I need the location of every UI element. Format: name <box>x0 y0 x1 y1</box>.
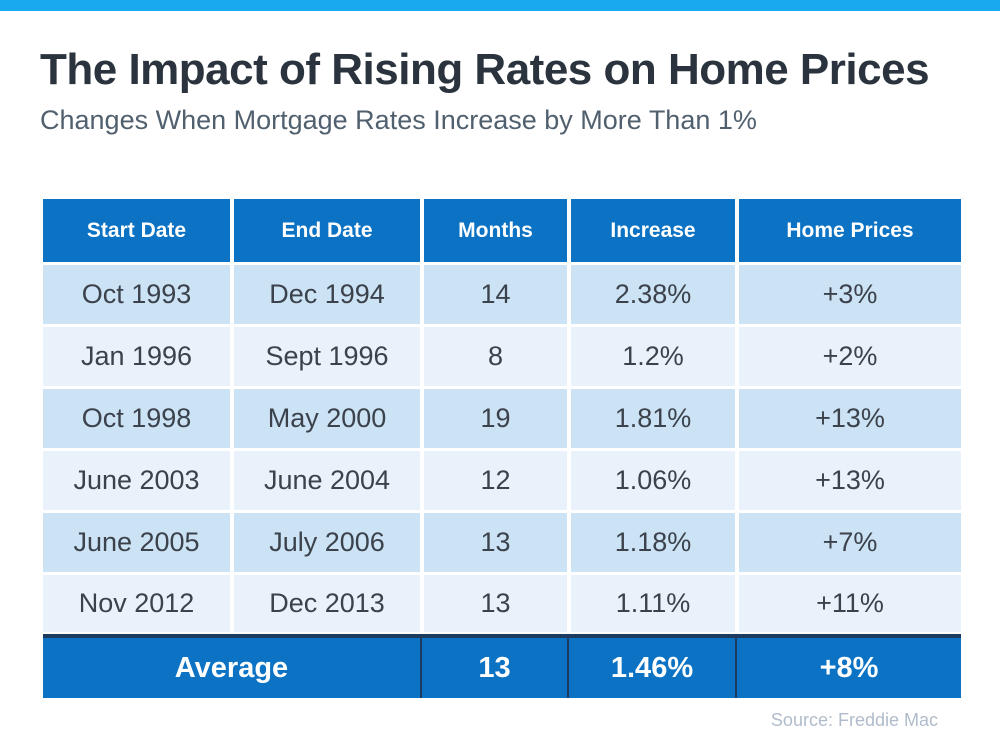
rates-table: Start Date End Date Months Increase Home Pri… <box>43 199 961 698</box>
average-label: Average <box>43 634 420 698</box>
table-cell: 13 <box>420 572 567 634</box>
table-row: Jan 1996 Sept 1996 8 1.2% +2% <box>43 324 961 386</box>
table-row: Oct 1993 Dec 1994 14 2.38% +3% <box>43 262 961 324</box>
table-row: Oct 1998 May 2000 19 1.81% +13% <box>43 386 961 448</box>
table-row: Nov 2012 Dec 2013 13 1.11% +11% <box>43 572 961 634</box>
column-header: Home Prices <box>735 199 961 262</box>
table-cell: 1.06% <box>567 448 735 510</box>
table-cell: Dec 2013 <box>230 572 420 634</box>
page-subtitle: Changes When Mortgage Rates Increase by … <box>40 105 757 135</box>
table-cell: 14 <box>420 262 567 324</box>
table-cell: Sept 1996 <box>230 324 420 386</box>
table-cell: 1.2% <box>567 324 735 386</box>
rates-table-container: Start Date End Date Months Increase Home Pri… <box>43 199 961 698</box>
table-cell: +7% <box>735 510 961 572</box>
average-row: Average 13 1.46% +8% <box>43 634 961 698</box>
table-cell: +3% <box>735 262 961 324</box>
table-row: June 2003 June 2004 12 1.06% +13% <box>43 448 961 510</box>
table-cell: 8 <box>420 324 567 386</box>
table-cell: +2% <box>735 324 961 386</box>
table-body: Oct 1993 Dec 1994 14 2.38% +3% Jan 1996 Sept 1… <box>43 262 961 634</box>
page-title: The Impact of Rising Rates on Home Price… <box>40 45 930 94</box>
table-cell: 1.11% <box>567 572 735 634</box>
table-cell: 1.18% <box>567 510 735 572</box>
top-accent-bar <box>0 0 1000 11</box>
table-cell: 12 <box>420 448 567 510</box>
column-header: Increase <box>567 199 735 262</box>
source-attribution: Source: Freddie Mac <box>770 710 938 730</box>
table-cell: May 2000 <box>230 386 420 448</box>
table-cell: June 2003 <box>43 448 230 510</box>
table-cell: Jan 1996 <box>43 324 230 386</box>
average-months: 13 <box>420 634 567 698</box>
average-home-prices: +8% <box>735 634 961 698</box>
table-cell: 13 <box>420 510 567 572</box>
table-cell: June 2004 <box>230 448 420 510</box>
table-cell: Oct 1998 <box>43 386 230 448</box>
table-header-row: Start Date End Date Months Increase Home Pri… <box>43 199 961 262</box>
column-header: Start Date <box>43 199 230 262</box>
table-cell: Dec 1994 <box>230 262 420 324</box>
table-cell: +11% <box>735 572 961 634</box>
table-cell: +13% <box>735 386 961 448</box>
table-cell: 1.81% <box>567 386 735 448</box>
column-header: End Date <box>230 199 420 262</box>
average-increase: 1.46% <box>567 634 735 698</box>
table-cell: Oct 1993 <box>43 262 230 324</box>
table-cell: +13% <box>735 448 961 510</box>
table-cell: 19 <box>420 386 567 448</box>
table-row: June 2005 July 2006 13 1.18% +7% <box>43 510 961 572</box>
column-header: Months <box>420 199 567 262</box>
table-cell: 2.38% <box>567 262 735 324</box>
table-cell: July 2006 <box>230 510 420 572</box>
table-cell: June 2005 <box>43 510 230 572</box>
table-cell: Nov 2012 <box>43 572 230 634</box>
